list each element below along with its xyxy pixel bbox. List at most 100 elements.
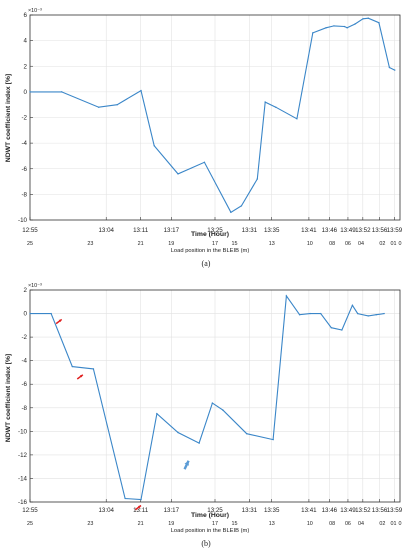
x2-tick-label: 25	[27, 241, 33, 247]
data-point	[354, 23, 356, 25]
data-point	[388, 66, 391, 69]
y-tick-label: 4	[24, 38, 28, 45]
chart-panel-a: ×10⁻³ NDWT coefficient index [%] Time (H…	[5, 8, 403, 268]
data-point	[367, 315, 369, 317]
x2-axis-label: Load position in the BLEIB (m)	[171, 528, 250, 534]
plot-frame	[29, 14, 401, 221]
x-tick-label: 13:41	[301, 227, 317, 234]
x2-tick-label: 21	[138, 521, 144, 527]
x2-tick-label: 10	[307, 521, 313, 527]
y-tick-label: -4	[21, 140, 27, 147]
data-point	[362, 18, 364, 20]
x-tick-label: 13:59	[387, 227, 403, 234]
x2-tick-label: 06	[345, 521, 351, 527]
y-tick-label: -16	[18, 499, 28, 506]
annotation-arrowhead	[58, 319, 62, 323]
x-tick-label: 13:46	[322, 227, 338, 234]
data-point	[50, 312, 52, 315]
data-point	[198, 442, 200, 444]
data-point	[383, 312, 385, 315]
x2-tick-label: 04	[358, 241, 364, 247]
x-tick-label: 13:41	[301, 507, 317, 514]
data-point	[222, 409, 224, 411]
data-point	[177, 173, 179, 175]
x2-tick-label: 0	[399, 521, 402, 527]
data-point	[92, 368, 95, 370]
data-point	[275, 106, 277, 108]
data-point	[98, 106, 100, 108]
x-tick-label: 13:49	[340, 507, 356, 514]
data-point	[256, 178, 258, 180]
y-tick-label: -2	[21, 115, 27, 122]
x2-tick-label: 23	[87, 241, 93, 247]
y-exponent-label: ×10⁻³	[28, 8, 42, 14]
data-point	[177, 431, 179, 434]
data-point	[330, 326, 332, 329]
x-tick-label: 13:56	[372, 227, 388, 234]
x2-tick-label: 13	[269, 521, 275, 527]
data-point	[341, 329, 343, 331]
data-point	[240, 205, 243, 207]
y-tick-label: -2	[21, 334, 27, 341]
x2-tick-label: 15	[232, 241, 238, 247]
x-axis-label: Time (Hour)	[191, 512, 229, 519]
y-axis-label: NDWT coefficient index [%]	[5, 74, 12, 162]
data-point	[357, 312, 359, 315]
data-point	[153, 144, 155, 147]
data-point	[343, 25, 346, 28]
x-tick-label: 13:25	[207, 507, 223, 514]
x-tick-label: 13:11	[133, 507, 149, 514]
x-tick-label: 13:59	[387, 507, 403, 514]
x2-tick-label: 17	[212, 521, 218, 527]
annotation-arrowhead	[138, 505, 141, 509]
data-point	[61, 91, 63, 93]
y-tick-label: -4	[21, 358, 27, 365]
x2-tick-label: 02	[379, 521, 385, 527]
x2-tick-label: 13	[269, 241, 275, 247]
data-point	[29, 312, 31, 315]
y-tick-label: -10	[18, 217, 28, 224]
x-tick-label: 13:35	[264, 507, 280, 514]
data-point	[325, 27, 327, 29]
y-tick-label: 2	[24, 287, 28, 294]
y-tick-label: -14	[18, 475, 28, 482]
y-tick-label: -6	[21, 166, 27, 173]
y-tick-label: -8	[21, 191, 27, 198]
data-point	[298, 314, 301, 316]
x-tick-label: 13:31	[242, 507, 258, 514]
x2-tick-label: 04	[358, 521, 364, 527]
y-tick-label: 6	[24, 12, 28, 19]
x-tick-label: 13:04	[98, 227, 114, 234]
x-tick-label: 13:17	[164, 227, 180, 234]
data-point	[140, 89, 142, 92]
x2-tick-label: 08	[329, 521, 335, 527]
data-point	[116, 103, 118, 106]
data-point	[230, 211, 232, 214]
plot-frame	[29, 289, 401, 503]
panel-caption: (a)	[202, 259, 211, 268]
y-tick-label: -6	[21, 381, 27, 388]
data-point	[246, 432, 248, 435]
data-point	[203, 161, 206, 164]
data-point	[296, 118, 298, 120]
panel-caption: (b)	[201, 539, 211, 548]
annotation-arrowhead	[184, 460, 189, 466]
x2-tick-label: 21	[138, 241, 144, 247]
x-tick-label: 12:55	[22, 507, 38, 514]
x-tick-label: 13:04	[98, 507, 114, 514]
data-point	[312, 32, 314, 34]
x-tick-label: 12:55	[22, 227, 38, 234]
data-point	[309, 312, 311, 315]
x-tick-label: 13:52	[355, 227, 371, 234]
x2-tick-label: 25	[27, 521, 33, 527]
data-point	[264, 101, 266, 103]
x-axis-label: Time (Hour)	[191, 231, 229, 238]
y-tick-label: 0	[24, 89, 28, 96]
data-point	[29, 91, 31, 93]
data-point	[140, 498, 142, 501]
x2-tick-label: 15	[232, 521, 238, 527]
x-tick-label: 13:31	[242, 227, 258, 234]
y-tick-label: -10	[18, 428, 28, 435]
data-point	[124, 497, 126, 500]
